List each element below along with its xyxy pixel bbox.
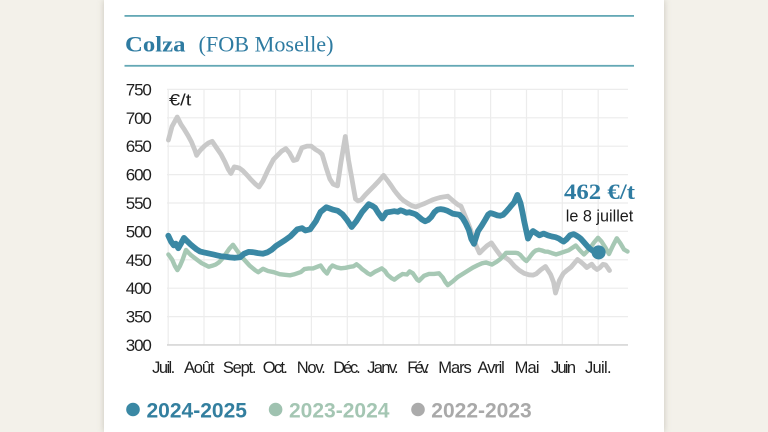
svg-text:650: 650 xyxy=(126,137,152,156)
svg-text:Déc.: Déc. xyxy=(333,359,361,377)
svg-text:Nov.: Nov. xyxy=(297,359,326,377)
svg-text:le 8 juillet: le 8 juillet xyxy=(566,206,634,225)
svg-text:Avril: Avril xyxy=(478,359,505,377)
svg-text:700: 700 xyxy=(126,109,152,128)
svg-text:2023-2024: 2023-2024 xyxy=(289,400,390,423)
svg-text:300: 300 xyxy=(126,336,152,355)
svg-text:Janv.: Janv. xyxy=(367,359,399,377)
svg-text:(FOB Moselle): (FOB Moselle) xyxy=(199,32,334,57)
svg-text:2024-2025: 2024-2025 xyxy=(147,400,248,423)
svg-text:Août: Août xyxy=(184,359,215,377)
svg-text:Mars: Mars xyxy=(438,359,472,377)
svg-text:Juil.: Juil. xyxy=(585,359,612,377)
svg-text:450: 450 xyxy=(126,251,152,270)
svg-text:400: 400 xyxy=(126,279,152,298)
svg-text:750: 750 xyxy=(126,80,152,99)
svg-text:2022-2023: 2022-2023 xyxy=(431,400,531,423)
svg-text:Colza: Colza xyxy=(125,32,186,57)
svg-text:Oct.: Oct. xyxy=(263,359,288,377)
svg-text:Juin: Juin xyxy=(551,359,576,377)
svg-text:550: 550 xyxy=(126,194,152,213)
svg-text:Mai: Mai xyxy=(515,359,540,377)
svg-text:350: 350 xyxy=(126,308,152,327)
svg-text:462 €/t: 462 €/t xyxy=(564,179,636,204)
svg-text:600: 600 xyxy=(126,166,152,185)
svg-text:€/t: €/t xyxy=(169,90,192,109)
svg-text:Sept.: Sept. xyxy=(223,359,257,377)
svg-text:Fév.: Fév. xyxy=(407,359,429,377)
svg-text:Juil.: Juil. xyxy=(152,359,175,377)
svg-text:500: 500 xyxy=(126,222,152,241)
